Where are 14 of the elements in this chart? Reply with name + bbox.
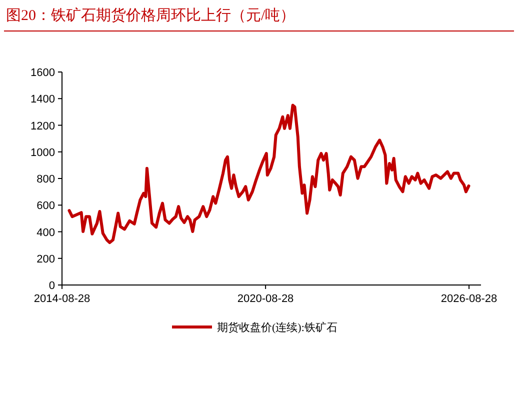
x-tick-label: 2026-08-28: [440, 293, 498, 305]
y-tick-label: 800: [36, 174, 55, 186]
y-tick-label: 0: [48, 280, 55, 292]
y-tick-label: 1600: [30, 67, 55, 79]
y-tick-label: 1400: [30, 94, 55, 106]
y-tick-label: 1000: [30, 146, 55, 159]
y-tick-label: 600: [36, 200, 55, 212]
y-tick-label: 200: [36, 253, 55, 266]
y-tick-label: 1200: [30, 120, 55, 132]
x-tick-label: 2014-08-28: [34, 293, 90, 305]
x-tick-label: 2020-08-28: [237, 293, 294, 305]
y-tick-label: 400: [36, 226, 55, 239]
legend-label: 期货收盘价(连续):铁矿石: [217, 321, 338, 334]
title: 图20：铁矿石期货价格周环比上行（元/吨）: [6, 8, 296, 24]
